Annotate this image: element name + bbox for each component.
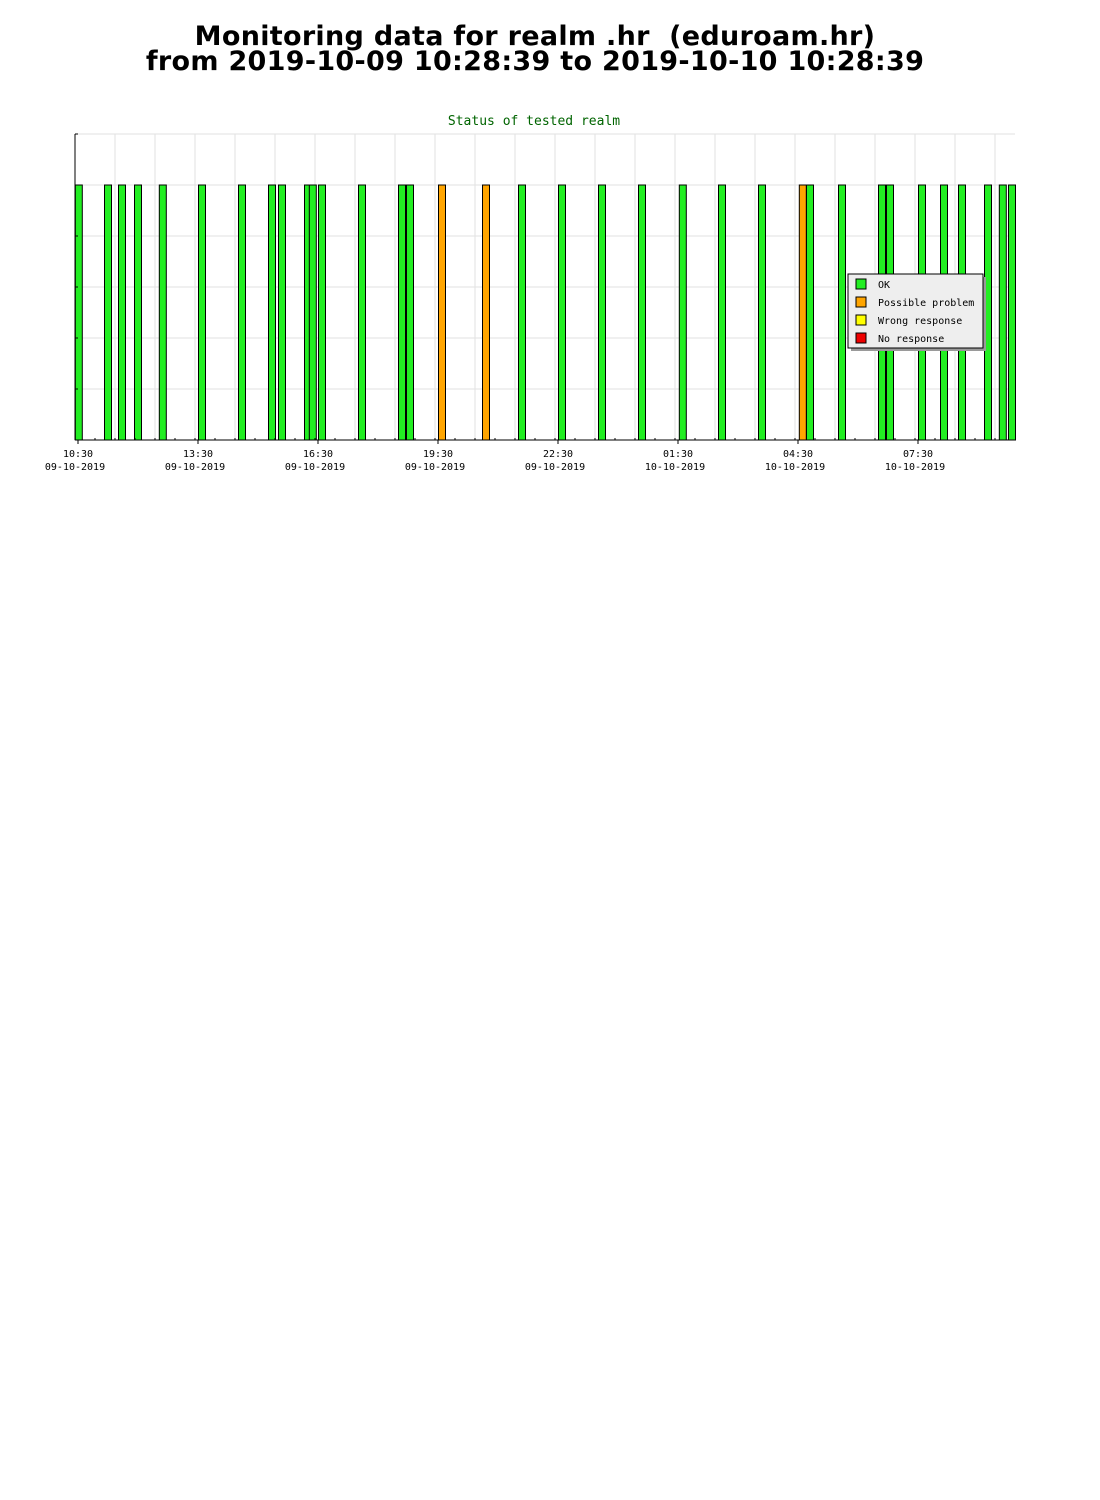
status-bar [718, 184, 726, 441]
status-bar [406, 184, 414, 441]
status-bar [238, 184, 246, 441]
x-tick-label-time: 07:30 [903, 449, 933, 460]
x-tick-label-time: 19:30 [423, 449, 453, 460]
status-bar [558, 184, 566, 441]
status-bar [308, 184, 317, 441]
status-bar [268, 184, 276, 441]
x-tick-label-date: 09-10-2019 [165, 462, 225, 473]
legend-label: Possible problem [878, 298, 974, 309]
x-tick-label-time: 01:30 [663, 449, 693, 460]
status-bar [806, 184, 814, 441]
status-bar [518, 184, 526, 441]
legend-swatch [855, 296, 867, 308]
status-bar [598, 184, 606, 441]
status-bar [398, 184, 406, 441]
status-bar [998, 184, 1007, 441]
legend-box [847, 273, 984, 349]
legend-label: No response [878, 334, 944, 345]
page-title-line-2: from 2019-10-09 10:28:39 to 2019-10-10 1… [145, 46, 925, 77]
x-tick-label-time: 04:30 [783, 449, 813, 460]
x-tick-label-date: 09-10-2019 [45, 462, 105, 473]
x-tick-label-date: 09-10-2019 [285, 462, 345, 473]
chart-title: Status of tested realm [448, 114, 620, 129]
x-axis-ticks: 10:30 09-10-2019 13:30 09-10-2019 16:30 09-10… [45, 440, 945, 473]
status-bar [278, 184, 286, 441]
legend-swatch [855, 278, 867, 290]
status-bar [318, 184, 326, 441]
status-bar [482, 184, 490, 441]
x-tick-label-date: 09-10-2019 [525, 462, 585, 473]
x-tick-label-date: 10-10-2019 [765, 462, 825, 473]
status-bar [798, 184, 807, 441]
x-tick-label-date: 10-10-2019 [885, 462, 945, 473]
x-tick-label-time: 16:30 [303, 449, 333, 460]
status-bar [758, 184, 766, 441]
x-tick-label-date: 09-10-2019 [405, 462, 465, 473]
status-bar [358, 184, 366, 441]
legend-label: Wrong response [878, 316, 962, 327]
page-title: Monitoring data for realm .hr (eduroam.h… [0, 21, 1070, 77]
x-tick-label-date: 10-10-2019 [645, 462, 705, 473]
legend-swatch [855, 314, 867, 326]
legend-swatch [855, 332, 867, 344]
status-bar [158, 184, 167, 441]
status-bar [134, 184, 142, 441]
status-bar [74, 184, 83, 441]
x-tick-label-time: 10:30 [63, 449, 93, 460]
status-chart: Status of tested realm 10:30 09-10-2019 13… [45, 114, 1016, 473]
status-bar [198, 184, 206, 441]
chart-legend: OK Possible problem Wrong response No respo… [847, 273, 986, 351]
status-bar [118, 184, 126, 441]
status-bar [1008, 184, 1016, 441]
status-bar [438, 184, 446, 441]
x-tick-label-time: 22:30 [543, 449, 573, 460]
status-bar [104, 184, 112, 441]
page-title-line-1: Monitoring data for realm .hr (eduroam.h… [194, 21, 876, 52]
status-bar [638, 184, 646, 441]
status-bar [838, 184, 846, 441]
legend-label: OK [878, 280, 890, 291]
chart-axes [74, 133, 1015, 441]
status-bar [678, 184, 687, 441]
x-tick-label-time: 13:30 [183, 449, 213, 460]
